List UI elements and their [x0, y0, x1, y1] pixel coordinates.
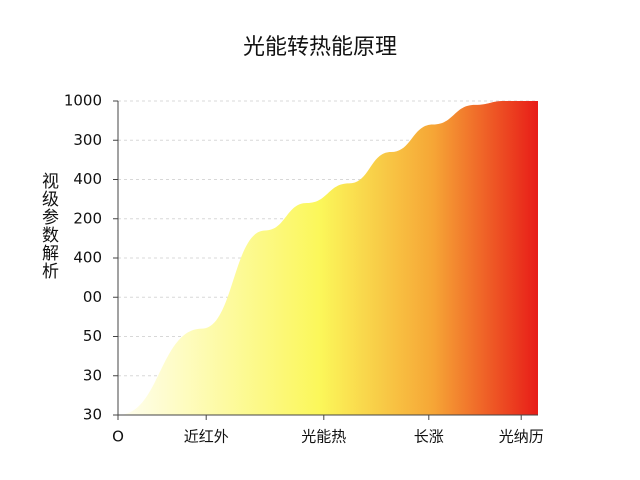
y-tick-label: 30	[83, 366, 102, 384]
y-tick-label: 300	[73, 131, 102, 149]
y-tick-label: 50	[83, 327, 102, 345]
x-tick-label: O	[112, 428, 124, 446]
chart-title: 光能转热能原理	[243, 35, 397, 60]
y-tick-label: 00	[83, 288, 102, 306]
y-axis-label: 视级参数解析	[38, 172, 58, 280]
x-tick-label: 光纳历	[499, 428, 544, 446]
x-tick-label: 长涨	[414, 428, 444, 446]
y-tick-label: 1000	[64, 92, 102, 110]
y-tick-label: 400	[73, 170, 102, 188]
x-tick-label: 光能热	[301, 428, 346, 446]
area	[118, 101, 538, 415]
y-tick-label: 30	[83, 406, 102, 424]
x-tick-label: 近红外	[184, 428, 229, 446]
y-tick-label: 200	[73, 209, 102, 227]
y-tick-label: 400	[73, 249, 102, 267]
